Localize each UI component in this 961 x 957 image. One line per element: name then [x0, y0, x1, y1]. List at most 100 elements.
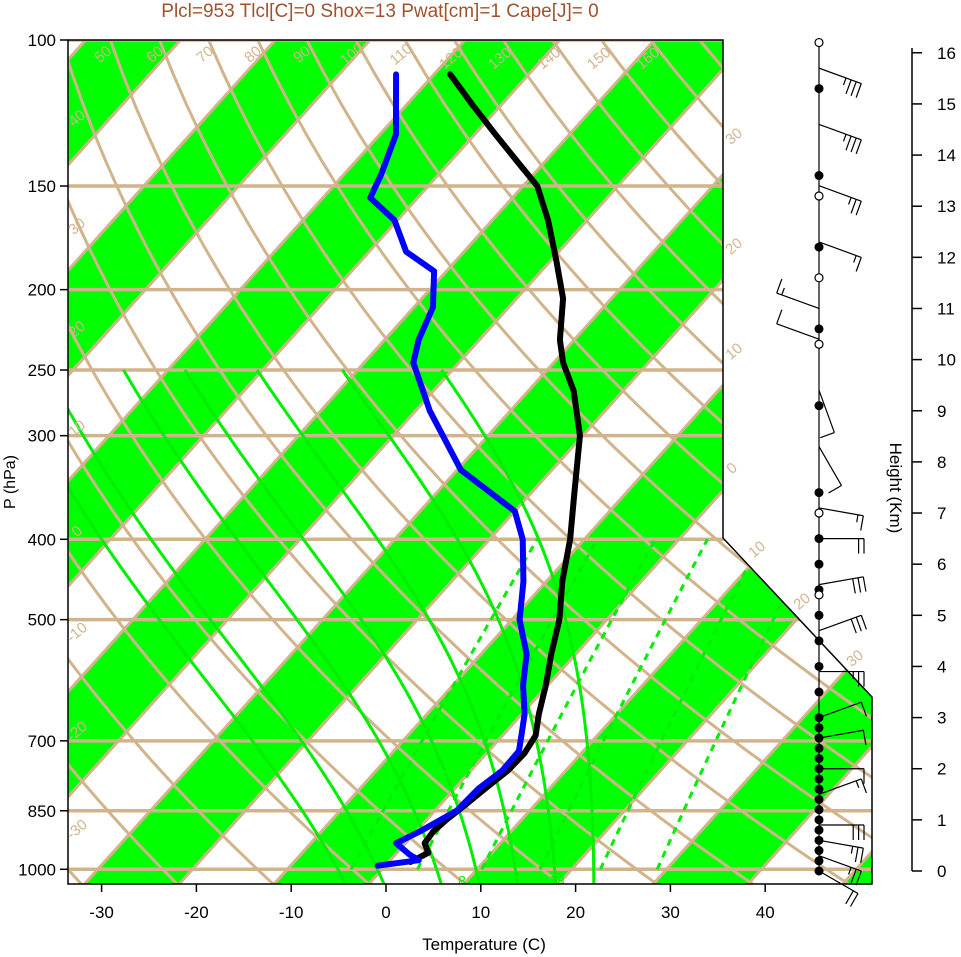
x-tick-label: 0 — [381, 903, 390, 922]
x-tick-label: 10 — [471, 903, 490, 922]
wind-barb — [818, 123, 862, 141]
isotherm-label: 20 — [722, 235, 746, 259]
dry-adiabat-line — [68, 40, 199, 884]
level-dot-filled — [814, 401, 824, 411]
wind-barb-flag — [828, 485, 842, 494]
wind-barb-flag — [845, 79, 852, 95]
height-axis-label: Height (Km) — [886, 443, 905, 534]
x-tick-label: -10 — [279, 903, 304, 922]
isotherm-label: 30 — [722, 125, 746, 149]
isotherm-line — [68, 40, 216, 884]
isotherm-line — [68, 40, 311, 884]
height-tick-label: 1 — [937, 811, 946, 830]
temperature-band — [0, 2, 25, 904]
wind-barb — [776, 323, 820, 340]
level-dot-open — [814, 273, 824, 283]
dry-adiabat-line — [956, 2, 961, 904]
moist-adiabat-line — [68, 369, 387, 884]
wind-barb-flag — [848, 867, 852, 875]
dewpoint-line — [367, 71, 530, 869]
wind-barb-flag — [860, 848, 864, 864]
isotherm-line — [539, 40, 872, 884]
dry-adiabat-line — [68, 40, 296, 884]
level-dot-filled — [814, 610, 824, 620]
mixing-ratio-line — [538, 538, 709, 870]
level-dot-open — [814, 191, 824, 201]
y-tick-label: 300 — [28, 427, 56, 446]
y-tick-label: 500 — [28, 611, 56, 630]
wind-barb-flag — [848, 197, 852, 205]
level-dot-filled — [814, 825, 824, 835]
wind-barb — [818, 446, 843, 486]
wind-barb-flag — [860, 515, 864, 531]
isotherm-label: 10 — [722, 340, 746, 364]
sounding-series — [367, 71, 583, 869]
level-dot-open — [814, 590, 824, 600]
wind-barb-flag — [854, 847, 859, 863]
y-tick-label: 700 — [28, 732, 56, 751]
plot-frame — [67, 39, 873, 885]
moist-adiabat-line — [255, 369, 520, 884]
level-dot-filled — [814, 171, 824, 181]
isotherm-label: 20 — [790, 590, 814, 614]
isotherm-line — [0, 2, 25, 904]
wind-barb-flag — [855, 780, 860, 789]
level-dot-filled — [814, 846, 824, 856]
wind-barb-flag — [776, 309, 783, 324]
height-tick-label: 15 — [937, 95, 956, 114]
level-dot-filled — [814, 324, 824, 334]
wind-barb-flag — [862, 730, 867, 746]
height-tick-label: 3 — [937, 709, 946, 728]
wind-barb-flag — [820, 432, 835, 439]
y-axis-label: P (hPa) — [2, 455, 19, 509]
y-tick-label: 850 — [28, 802, 56, 821]
level-dot-filled — [814, 805, 824, 815]
wind-barb — [818, 241, 862, 258]
y-tick-label: 100 — [28, 31, 56, 50]
wind-barb-flag — [850, 137, 857, 153]
wind-barb-flag — [850, 199, 857, 214]
wind-barb — [818, 701, 862, 719]
isotherm-line — [634, 40, 872, 884]
level-dot-filled — [814, 488, 824, 498]
moist-adiabat-line — [440, 369, 596, 884]
moist-adiabat-line — [183, 369, 482, 884]
x-tick-label: -30 — [89, 903, 114, 922]
wind-barb-flag — [860, 778, 867, 794]
isotherm-line — [729, 40, 872, 884]
chart-title: Plcl=953 Tlcl[C]=0 Shox=13 Pwat[cm]=1 Ca… — [161, 1, 598, 22]
wind-barb-flag — [776, 278, 783, 294]
isotherm-label: 110 — [386, 40, 415, 68]
height-tick-label: 11 — [937, 299, 955, 318]
wind-barb — [818, 67, 862, 85]
height-tick-label: 16 — [937, 44, 956, 63]
dry-adiabat-line — [68, 40, 783, 884]
moist-adiabat-label: 16 — [839, 340, 856, 357]
height-tick-label: 10 — [937, 351, 956, 370]
wind-barb — [818, 507, 864, 517]
y-tick-label: 200 — [28, 281, 56, 300]
dry-adiabat-line — [96, 40, 872, 884]
temperature-band — [68, 40, 405, 884]
mixing-ratio-label: 3 — [344, 872, 352, 888]
moist-adiabat-label: 24 — [905, 340, 922, 357]
height-tick-label: 13 — [937, 197, 956, 216]
wind-barb-flag — [853, 255, 857, 263]
wind-barb — [818, 778, 862, 795]
isotherm-line — [68, 40, 785, 884]
moist-adiabat-line — [341, 369, 558, 884]
wind-barb-flag — [855, 257, 862, 272]
wind-barb-flag — [842, 77, 847, 86]
level-dot-filled — [814, 856, 824, 866]
wind-barb-flag — [850, 81, 857, 96]
level-dot-filled — [814, 774, 824, 784]
y-tick-label: 400 — [28, 530, 56, 549]
temperature-band — [446, 40, 872, 884]
moist-adiabat-line — [68, 369, 349, 884]
level-dot-filled — [814, 687, 824, 697]
height-tick-label: 7 — [937, 504, 946, 523]
dry-adiabat-line — [0, 2, 2, 904]
y-tick-label: 250 — [28, 361, 56, 380]
